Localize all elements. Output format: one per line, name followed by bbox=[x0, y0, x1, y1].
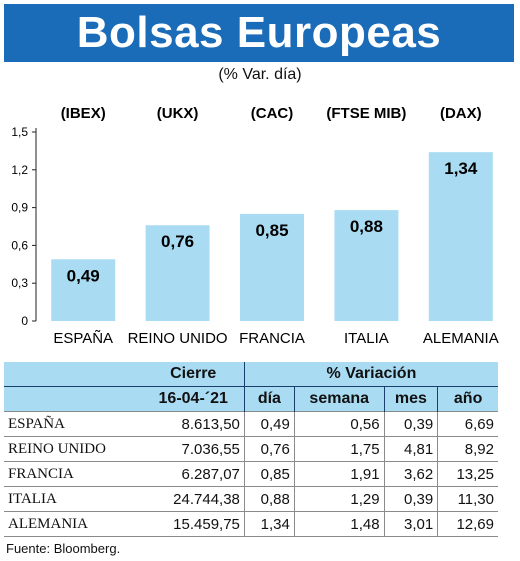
index-label: (CAC) bbox=[251, 105, 294, 122]
cell-cierre: 6.287,07 bbox=[142, 461, 245, 487]
category-label: FRANCIA bbox=[239, 330, 305, 347]
table-header-blank-2 bbox=[4, 386, 143, 412]
bar bbox=[428, 152, 493, 321]
title-banner: Bolsas Europeas bbox=[4, 4, 514, 62]
cell-semana: 1,29 bbox=[293, 486, 385, 512]
cell-anio: 8,92 bbox=[437, 436, 498, 462]
data-table: Cierre % Variación 16-04-´21 día semana … bbox=[4, 362, 498, 537]
bar bbox=[334, 210, 399, 321]
cell-cierre: 7.036,55 bbox=[142, 436, 245, 462]
cell-cierre: 15.459,75 bbox=[142, 511, 245, 537]
cell-dia: 0,85 bbox=[243, 461, 295, 487]
cell-anio: 6,69 bbox=[437, 411, 498, 437]
cell-name: ALEMANIA bbox=[4, 511, 143, 537]
y-tick-label: 0,3 bbox=[11, 276, 28, 290]
y-tick-label: 0,6 bbox=[11, 238, 28, 252]
bar-value-label: 0,49 bbox=[67, 266, 100, 285]
cell-mes: 0,39 bbox=[383, 411, 438, 437]
table-row: REINO UNIDO 7.036,55 0,76 1,75 4,81 8,92 bbox=[4, 436, 498, 462]
cell-mes: 4,81 bbox=[383, 436, 438, 462]
col-semana: semana bbox=[293, 386, 385, 412]
table-header-cierre: Cierre bbox=[142, 362, 245, 387]
category-label: ALEMANIA bbox=[423, 330, 499, 347]
index-label: (DAX) bbox=[440, 105, 482, 122]
table-row: FRANCIA 6.287,07 0,85 1,91 3,62 13,25 bbox=[4, 461, 498, 487]
cell-anio: 11,30 bbox=[437, 486, 498, 512]
col-anio: año bbox=[437, 386, 498, 412]
cell-dia: 0,88 bbox=[243, 486, 295, 512]
col-mes: mes bbox=[383, 386, 438, 412]
cell-mes: 3,01 bbox=[383, 511, 438, 537]
table-body: ESPAÑA 8.613,50 0,49 0,56 0,39 6,69 REINO UNID… bbox=[4, 411, 498, 537]
cell-mes: 0,39 bbox=[383, 486, 438, 512]
bar bbox=[145, 225, 210, 321]
bar-value-label: 0,88 bbox=[350, 217, 383, 236]
cell-anio: 12,69 bbox=[437, 511, 498, 537]
category-label: ITALIA bbox=[344, 330, 389, 347]
bar-value-label: 1,34 bbox=[444, 159, 478, 178]
cell-cierre: 8.613,50 bbox=[142, 411, 245, 437]
cell-name: FRANCIA bbox=[4, 461, 143, 487]
y-tick-label: 0,9 bbox=[11, 201, 28, 215]
bar bbox=[240, 213, 304, 321]
cell-name: REINO UNIDO bbox=[4, 436, 143, 462]
chart-subtitle: (% Var. día) bbox=[218, 66, 302, 83]
cell-anio: 13,25 bbox=[437, 461, 498, 487]
cell-semana: 1,91 bbox=[293, 461, 385, 487]
bar-value-label: 0,85 bbox=[255, 221, 288, 240]
y-tick-label: 0 bbox=[21, 314, 28, 328]
cell-cierre: 24.744,38 bbox=[142, 486, 245, 512]
cell-semana: 0,56 bbox=[293, 411, 385, 437]
chart-title: Bolsas Europeas bbox=[76, 8, 442, 57]
cell-dia: 0,49 bbox=[243, 411, 295, 437]
index-label: (UKX) bbox=[157, 105, 199, 122]
category-label: ESPAÑA bbox=[53, 330, 113, 347]
cell-name: ESPAÑA bbox=[4, 411, 143, 437]
col-date: 16-04-´21 bbox=[142, 386, 245, 412]
cell-semana: 1,48 bbox=[293, 511, 385, 537]
table-row: ITALIA 24.744,38 0,88 1,29 0,39 11,30 bbox=[4, 486, 498, 512]
bar-chart: 0 0,3 0,6 0,9 1,2 1,5 0,49 ESPAÑA (IBEX) 0,76 REIN… bbox=[11, 105, 499, 347]
bar bbox=[51, 259, 116, 321]
y-tick-label: 1,5 bbox=[11, 125, 28, 139]
y-tick-label: 1,2 bbox=[11, 163, 28, 177]
table-row: ESPAÑA 8.613,50 0,49 0,56 0,39 6,69 bbox=[4, 411, 498, 437]
table-row: ALEMANIA 15.459,75 1,34 1,48 3,01 12,69 bbox=[4, 511, 498, 537]
cell-dia: 1,34 bbox=[243, 511, 295, 537]
col-dia: día bbox=[243, 386, 295, 412]
cell-mes: 3,62 bbox=[383, 461, 438, 487]
cell-semana: 1,75 bbox=[293, 436, 385, 462]
bar-value-label: 0,76 bbox=[161, 232, 194, 251]
table-header-variacion: % Variación bbox=[243, 362, 498, 387]
category-label: REINO UNIDO bbox=[128, 330, 228, 347]
cell-name: ITALIA bbox=[4, 486, 143, 512]
table-header-blank bbox=[4, 362, 143, 387]
cell-dia: 0,76 bbox=[243, 436, 295, 462]
index-label: (FTSE MIB) bbox=[326, 105, 406, 122]
index-label: (IBEX) bbox=[61, 105, 106, 122]
source-note: Fuente: Bloomberg. bbox=[6, 541, 121, 556]
